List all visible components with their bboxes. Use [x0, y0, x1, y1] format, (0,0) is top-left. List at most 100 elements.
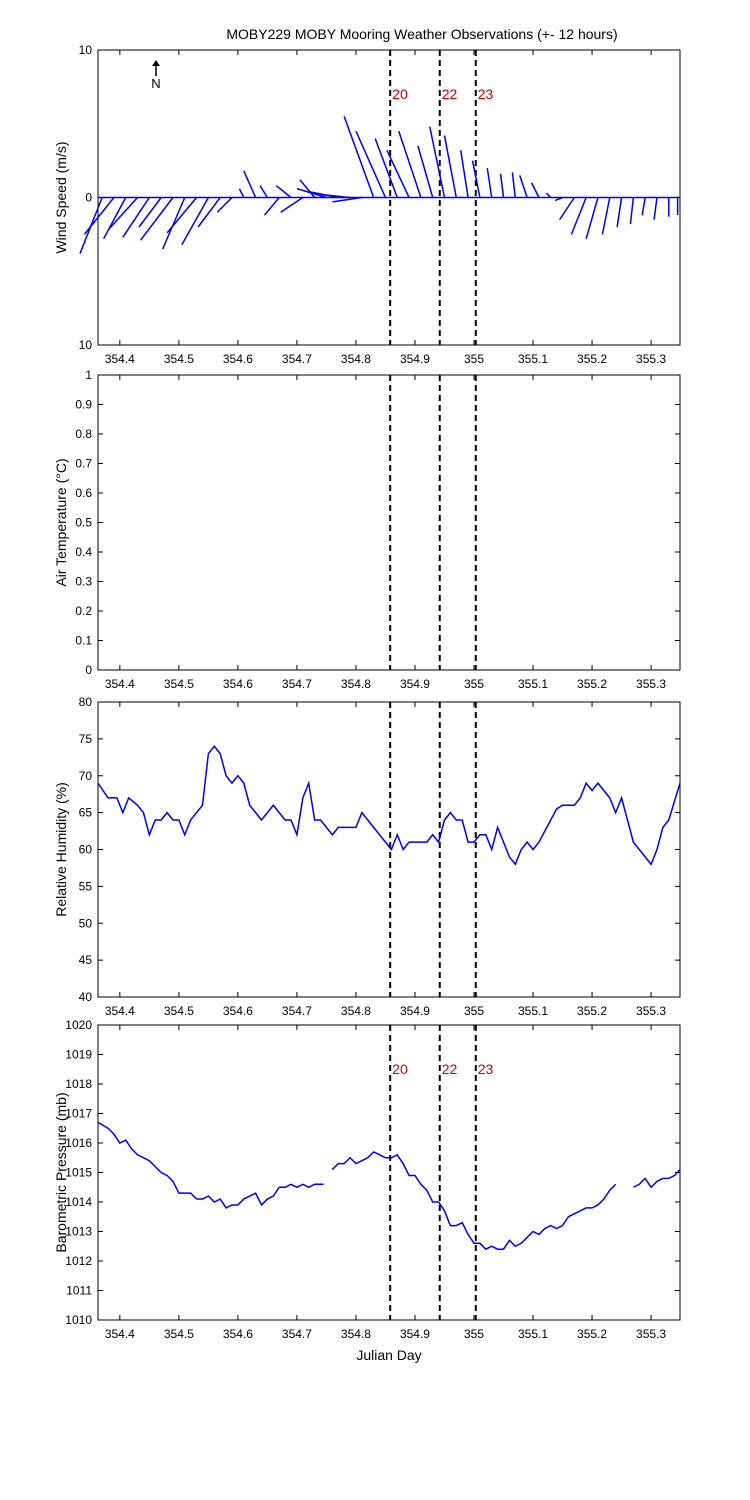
wind-stick — [299, 179, 316, 198]
y-tick-label: 1 — [85, 368, 92, 382]
wind-stick — [181, 197, 210, 246]
y-tick-label: 0.5 — [75, 516, 92, 530]
y-tick-label: 0.9 — [75, 398, 92, 412]
wind-stick — [280, 196, 304, 213]
x-tick-label: 355.2 — [577, 1327, 607, 1341]
wind-stick — [107, 196, 139, 231]
y-tick-label: 80 — [79, 695, 93, 709]
data-line — [633, 1169, 681, 1189]
wind-stick — [486, 167, 493, 198]
wind-stick — [558, 197, 575, 221]
wind-stick — [459, 150, 469, 198]
x-tick-label: 354.6 — [223, 677, 253, 691]
x-tick-label: 354.8 — [341, 1004, 371, 1018]
x-tick-label: 354.4 — [105, 1327, 135, 1341]
y-tick-label: 1014 — [65, 1195, 92, 1209]
x-tick-label: 355.1 — [518, 677, 548, 691]
y-tick-label: 1011 — [66, 1284, 92, 1298]
event-label: 22 — [442, 86, 458, 102]
x-tick-label: 354.8 — [341, 352, 371, 366]
x-tick-label: 355 — [464, 1004, 484, 1018]
y-tick-label: 1015 — [65, 1166, 92, 1180]
x-tick-label: 354.5 — [164, 1004, 194, 1018]
y-tick-label: 1018 — [65, 1077, 92, 1091]
x-axis-label: Julian Day — [356, 1347, 421, 1363]
x-tick-label: 354.6 — [223, 352, 253, 366]
x-tick-label: 355.3 — [636, 1327, 666, 1341]
wind-stick — [398, 130, 422, 198]
wind-stick — [511, 172, 517, 198]
wind-stick — [275, 185, 292, 199]
x-tick-label: 354.4 — [105, 1004, 135, 1018]
x-tick-label: 354.9 — [400, 1327, 430, 1341]
event-label: 20 — [392, 86, 408, 102]
wind-stick — [429, 126, 446, 198]
x-tick-label: 355.1 — [518, 1004, 548, 1018]
wind-stick — [166, 197, 198, 234]
wind-stick — [530, 182, 540, 198]
wind-stick — [443, 135, 458, 198]
wind-stick — [629, 197, 635, 225]
wind-stick — [616, 197, 623, 228]
x-tick-label: 355.3 — [636, 677, 666, 691]
x-tick-label: 354.9 — [400, 677, 430, 691]
wind-stick — [417, 145, 434, 198]
y-tick-label: 70 — [79, 769, 93, 783]
y-axis-label: Air Temperature (°C) — [53, 458, 69, 586]
y-tick-label: 0.6 — [75, 486, 92, 500]
y-tick-label: 0.1 — [75, 634, 92, 648]
wind-stick — [355, 130, 387, 198]
x-tick-label: 355.2 — [577, 1004, 607, 1018]
wind-stick — [83, 197, 115, 235]
y-tick-label: 50 — [79, 916, 93, 930]
wind-stick — [238, 188, 245, 198]
event-label: 20 — [392, 1061, 408, 1077]
wind-stick — [471, 160, 481, 198]
y-tick-label: 60 — [79, 843, 93, 857]
x-tick-label: 355 — [464, 1327, 484, 1341]
y-tick-label: 0.2 — [75, 604, 92, 618]
y-tick-label: 10 — [79, 338, 93, 352]
x-tick-label: 354.5 — [164, 1327, 194, 1341]
wind-stick — [332, 196, 362, 203]
wind-stick — [386, 149, 410, 198]
wind-stick — [138, 197, 162, 228]
y-tick-label: 55 — [79, 879, 93, 893]
y-tick-label: 0.4 — [75, 545, 92, 559]
x-tick-label: 354.7 — [282, 1004, 312, 1018]
x-tick-label: 354.7 — [282, 1327, 312, 1341]
y-tick-label: 1019 — [65, 1048, 92, 1062]
y-axis-label: Barometric Pressure (mb) — [53, 1092, 69, 1252]
y-tick-label: 1020 — [65, 1018, 92, 1032]
y-tick-label: 65 — [79, 806, 93, 820]
wind-stick — [601, 197, 611, 235]
wind-stick — [102, 197, 127, 240]
y-tick-label: 1010 — [65, 1313, 92, 1327]
event-label: 23 — [478, 86, 494, 102]
wind-stick — [197, 197, 221, 228]
wind-stick — [243, 170, 257, 198]
x-tick-label: 354.8 — [341, 677, 371, 691]
x-tick-label: 355.3 — [636, 352, 666, 366]
x-tick-label: 354.5 — [164, 677, 194, 691]
x-tick-label: 355.3 — [636, 1004, 666, 1018]
wind-stick — [343, 116, 375, 198]
plot-frame — [97, 701, 681, 998]
north-label: N — [151, 76, 160, 91]
y-axis-label: Wind Speed (m/s) — [53, 141, 69, 253]
x-tick-label: 354.7 — [282, 677, 312, 691]
x-tick-label: 354.4 — [105, 352, 135, 366]
wind-stick — [259, 185, 269, 198]
wind-stick — [499, 173, 505, 198]
x-tick-label: 355.1 — [518, 1327, 548, 1341]
data-line — [97, 1121, 324, 1209]
y-tick-label: 40 — [79, 990, 93, 1004]
wind-stick — [320, 193, 351, 199]
wind-stick — [554, 196, 563, 202]
y-tick-label: 0.8 — [75, 427, 92, 441]
wind-stick — [641, 197, 646, 216]
y-tick-label: 0 — [85, 663, 92, 677]
wind-stick — [122, 197, 150, 238]
x-tick-label: 354.8 — [341, 1327, 371, 1341]
